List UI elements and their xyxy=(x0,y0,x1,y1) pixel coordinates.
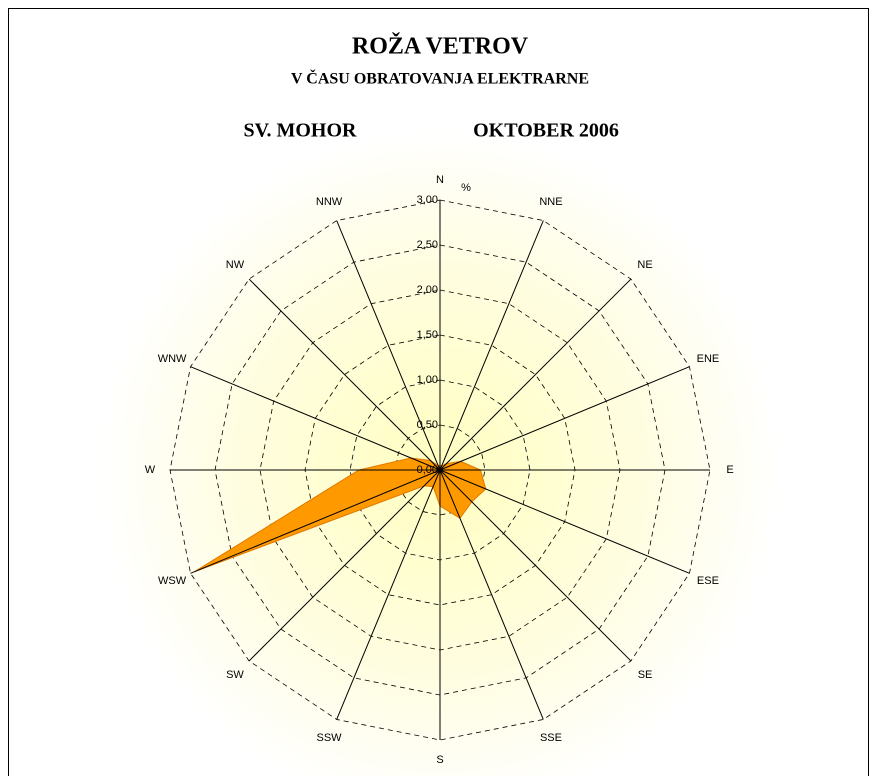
category-label: NNW xyxy=(316,196,343,208)
category-label: WNW xyxy=(158,353,187,365)
axis-line xyxy=(336,220,441,471)
unit-label: % xyxy=(461,182,471,194)
category-label: SE xyxy=(638,669,653,681)
period: OKTOBER 2006 xyxy=(473,120,619,142)
category-label: NNE xyxy=(539,196,562,208)
y-tick-label: 0,50 xyxy=(417,419,438,431)
category-label: NW xyxy=(226,259,245,271)
category-label: ENE xyxy=(697,353,720,365)
y-tick-label: 3,00 xyxy=(417,194,438,206)
chart-subtitle: V ČASU OBRATOVANJA ELEKTRARNE xyxy=(291,69,589,88)
grid-line xyxy=(169,199,711,741)
grid-line xyxy=(304,334,576,606)
axis-line xyxy=(190,469,441,574)
chart-title: ROŽA VETROV xyxy=(352,33,529,60)
category-label: ESE xyxy=(697,575,719,587)
y-tick-label: 0,00 xyxy=(417,464,438,476)
axis-line xyxy=(336,469,441,720)
axis-line xyxy=(248,469,441,662)
axis-line xyxy=(439,469,544,720)
axis-line xyxy=(248,278,441,471)
axis-line xyxy=(439,366,690,471)
category-label: NE xyxy=(637,259,652,271)
axis-line xyxy=(439,278,632,471)
category-label: W xyxy=(145,464,156,476)
frame xyxy=(8,8,869,776)
category-label: N xyxy=(436,174,444,186)
category-label: SSE xyxy=(540,732,562,744)
y-tick-label: 1,50 xyxy=(417,329,438,341)
category-label: SSW xyxy=(316,732,342,744)
axis-line xyxy=(439,220,544,471)
category-label: SW xyxy=(226,669,244,681)
axis-line xyxy=(439,469,690,574)
axis-line xyxy=(190,366,441,471)
category-label: WSW xyxy=(158,575,187,587)
category-label: E xyxy=(726,464,733,476)
y-tick-label: 2,00 xyxy=(417,284,438,296)
axis-line xyxy=(439,469,632,662)
location: SV. MOHOR xyxy=(244,120,358,142)
y-tick-label: 1,00 xyxy=(417,374,438,386)
y-tick-label: 2,50 xyxy=(417,239,438,251)
category-label: S xyxy=(436,754,443,766)
grid-line xyxy=(394,424,486,516)
